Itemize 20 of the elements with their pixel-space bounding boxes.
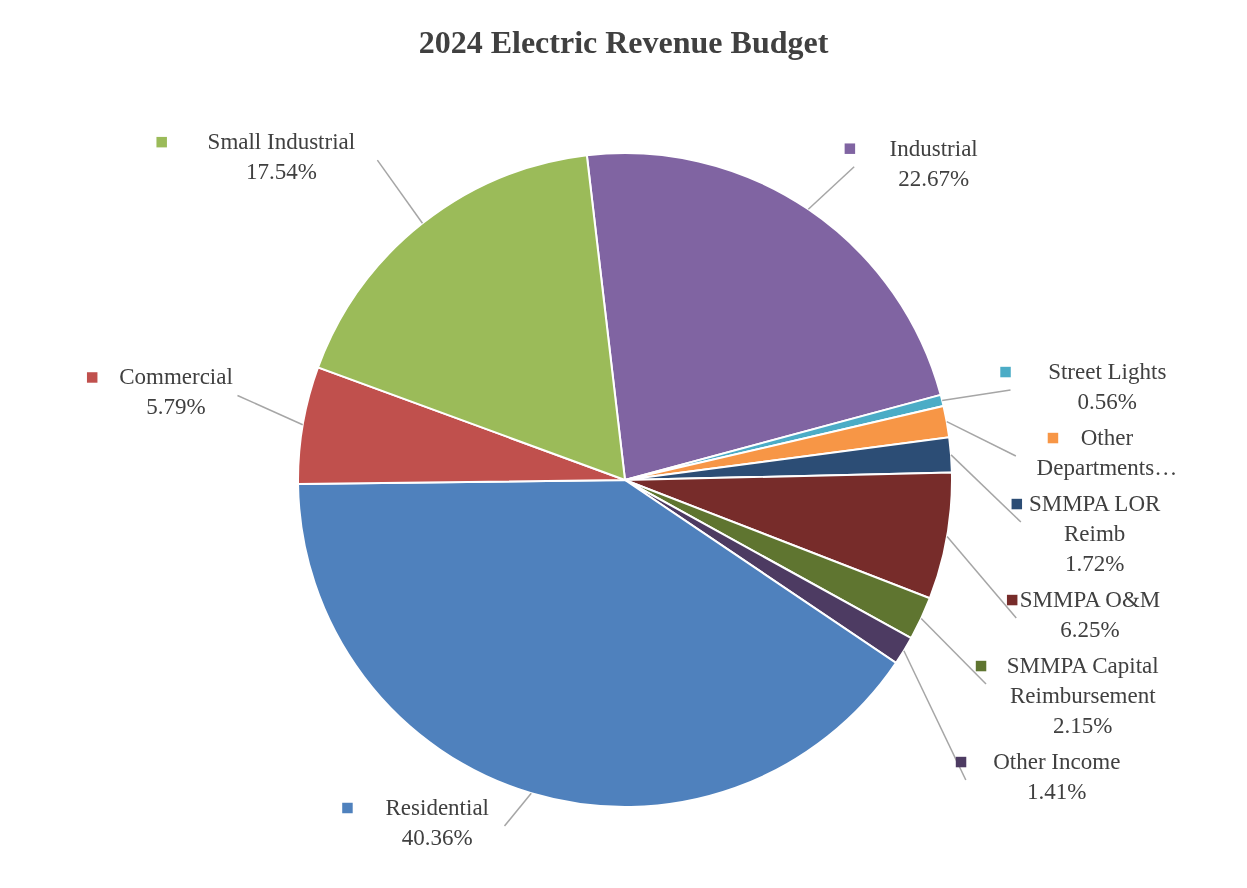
legend-label: SMMPA O&M bbox=[1019, 587, 1161, 613]
legend-label: Residential bbox=[385, 795, 489, 820]
data-label: 40.36% bbox=[401, 825, 473, 850]
legend-label: Street Lights bbox=[1048, 359, 1167, 385]
data-label: 22.67% bbox=[898, 165, 970, 191]
legend-label: Industrial bbox=[889, 135, 978, 161]
data-label: 0.56% bbox=[1077, 389, 1137, 415]
legend-label: Other Income bbox=[993, 749, 1121, 775]
legend-label: SMMPA LOR Reimb bbox=[1028, 491, 1162, 547]
legend-label: Other Departments… bbox=[1036, 425, 1178, 481]
data-label: 1.72% bbox=[1064, 551, 1125, 577]
data-label: 2.15% bbox=[1053, 713, 1113, 739]
data-label: 17.54% bbox=[245, 159, 317, 185]
chart-title: 2024 Electric Revenue Budget bbox=[418, 24, 829, 60]
data-label: 6.25% bbox=[1060, 617, 1120, 643]
legend-label: Small Industrial bbox=[207, 129, 356, 155]
data-label: 1.41% bbox=[1027, 779, 1087, 805]
legend-label: Commercial bbox=[119, 364, 233, 390]
legend-label: SMMPA Capital Reimbursement bbox=[1006, 653, 1159, 709]
data-label: 5.79% bbox=[146, 394, 206, 420]
